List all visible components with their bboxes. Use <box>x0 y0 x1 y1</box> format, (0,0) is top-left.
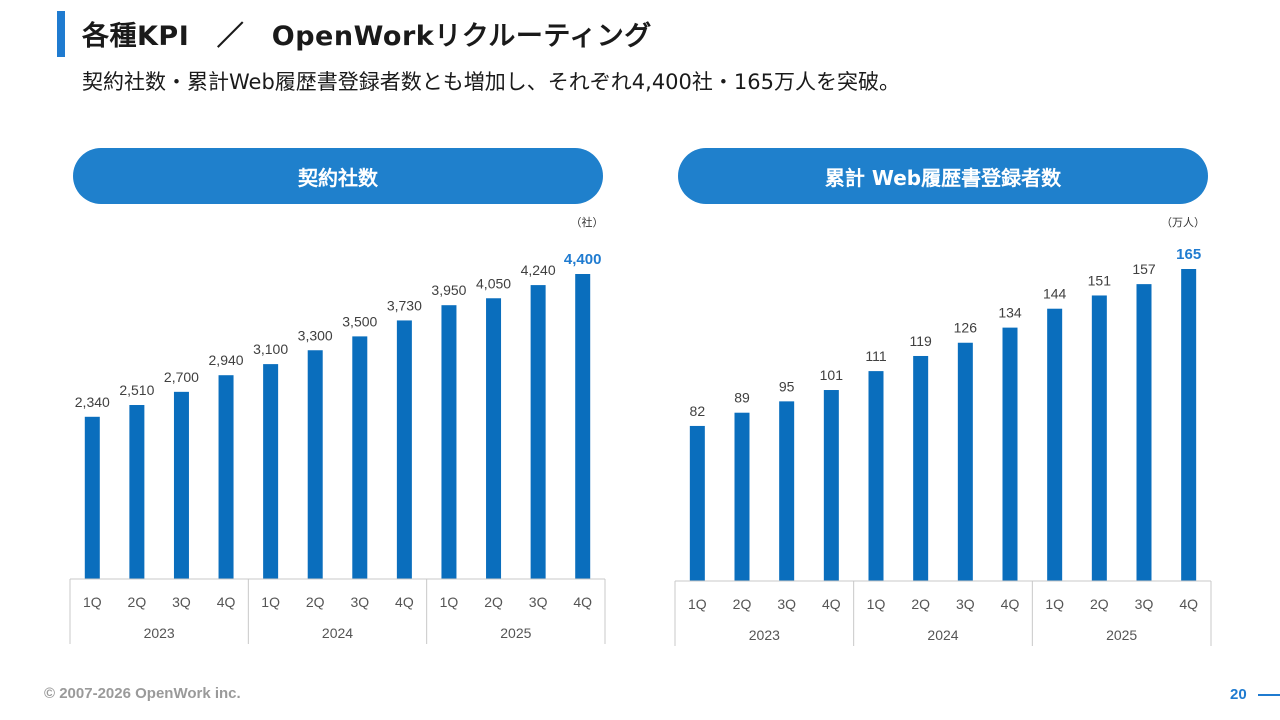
quarter-label-registrants-12: 4Q <box>1179 596 1198 612</box>
quarter-label-registrants-11: 3Q <box>1135 596 1154 612</box>
bar-contracts-9 <box>441 305 457 579</box>
quarter-label-contracts-10: 2Q <box>484 594 503 610</box>
data-label-contracts-8: 3,730 <box>387 297 422 313</box>
bar-contracts-12 <box>575 274 591 579</box>
quarter-label-contracts-2: 2Q <box>128 594 147 610</box>
quarter-label-contracts-8: 4Q <box>395 594 414 610</box>
data-label-registrants-1: 82 <box>690 403 706 419</box>
quarter-label-registrants-9: 1Q <box>1045 596 1064 612</box>
bar-registrants-9 <box>1047 308 1063 581</box>
data-label-registrants-3: 95 <box>779 378 795 394</box>
bar-contracts-6 <box>307 350 323 579</box>
quarter-label-contracts-11: 3Q <box>529 594 548 610</box>
data-label-registrants-4: 101 <box>820 367 844 383</box>
title-accent-bar <box>57 11 65 57</box>
year-label-contracts-2025: 2025 <box>500 625 531 641</box>
quarter-label-registrants-3: 3Q <box>777 596 796 612</box>
data-label-registrants-12: 165 <box>1176 246 1201 263</box>
data-label-contracts-6: 3,300 <box>298 327 333 343</box>
bar-contracts-7 <box>352 336 368 579</box>
data-label-contracts-3: 2,700 <box>164 369 199 385</box>
data-label-registrants-8: 134 <box>998 305 1022 321</box>
data-label-contracts-5: 3,100 <box>253 341 288 357</box>
bar-contracts-10 <box>486 298 502 579</box>
quarter-label-registrants-5: 1Q <box>867 596 886 612</box>
bar-registrants-10 <box>1091 295 1107 581</box>
data-label-contracts-11: 4,240 <box>521 262 556 278</box>
year-label-contracts-2024: 2024 <box>322 625 353 641</box>
bar-registrants-7 <box>957 342 973 581</box>
data-label-registrants-5: 111 <box>865 348 886 364</box>
bar-contracts-8 <box>396 320 412 579</box>
bar-contracts-3 <box>173 391 189 579</box>
bar-registrants-5 <box>868 371 884 581</box>
bar-contracts-1 <box>84 416 100 579</box>
data-label-registrants-7: 126 <box>954 320 978 336</box>
quarter-label-registrants-8: 4Q <box>1001 596 1020 612</box>
bar-registrants-3 <box>779 401 795 581</box>
chart-header-registrants: 累計 Web履歴書登録者数 <box>678 148 1208 204</box>
bar-registrants-1 <box>689 425 705 581</box>
data-label-contracts-9: 3,950 <box>431 282 466 298</box>
quarter-label-contracts-3: 3Q <box>172 594 191 610</box>
bar-contracts-5 <box>263 364 279 579</box>
quarter-label-contracts-9: 1Q <box>440 594 459 610</box>
bar-registrants-11 <box>1136 284 1152 581</box>
data-label-registrants-6: 119 <box>910 333 933 349</box>
quarter-label-contracts-6: 2Q <box>306 594 325 610</box>
bar-contracts-11 <box>530 285 546 579</box>
unit-label-contracts: （社） <box>571 215 604 229</box>
bar-registrants-4 <box>823 390 839 581</box>
bar-registrants-12 <box>1181 269 1197 581</box>
data-label-contracts-7: 3,500 <box>342 313 377 329</box>
year-label-registrants-2023: 2023 <box>749 627 780 643</box>
quarter-label-contracts-12: 4Q <box>573 594 592 610</box>
year-label-contracts-2023: 2023 <box>144 625 175 641</box>
data-label-registrants-9: 144 <box>1043 286 1067 302</box>
quarter-label-registrants-2: 2Q <box>733 596 752 612</box>
quarter-label-registrants-1: 1Q <box>688 596 707 612</box>
page-number: 20 <box>1230 686 1247 703</box>
bar-registrants-6 <box>913 355 929 581</box>
quarter-label-contracts-4: 4Q <box>217 594 236 610</box>
bar-contracts-4 <box>218 375 234 579</box>
year-label-registrants-2024: 2024 <box>927 627 958 643</box>
data-label-contracts-2: 2,510 <box>119 382 154 398</box>
data-label-contracts-4: 2,940 <box>209 352 244 368</box>
data-label-registrants-2: 89 <box>734 390 750 406</box>
quarter-label-registrants-4: 4Q <box>822 596 841 612</box>
data-label-contracts-12: 4,400 <box>564 251 602 268</box>
bar-registrants-2 <box>734 412 750 581</box>
bar-registrants-8 <box>1002 327 1018 581</box>
bar-contracts-2 <box>129 405 145 579</box>
year-label-registrants-2025: 2025 <box>1106 627 1137 643</box>
quarter-label-registrants-7: 3Q <box>956 596 975 612</box>
data-label-registrants-10: 151 <box>1088 272 1112 288</box>
data-label-contracts-10: 4,050 <box>476 275 511 291</box>
page-title: 各種KPI ／ OpenWorkリクルーティング <box>82 21 652 52</box>
copyright-text: © 2007-2026 OpenWork inc. <box>44 685 241 702</box>
quarter-label-contracts-5: 1Q <box>261 594 280 610</box>
quarter-label-registrants-10: 2Q <box>1090 596 1109 612</box>
quarter-label-registrants-6: 2Q <box>911 596 930 612</box>
data-label-contracts-1: 2,340 <box>75 394 110 410</box>
page-subtitle: 契約社数・累計Web履歴書登録者数とも増加し、それぞれ4,400社・165万人を… <box>82 70 900 94</box>
chart-header-contracts: 契約社数 <box>73 148 603 204</box>
page-number-rule <box>1258 694 1280 696</box>
quarter-label-contracts-7: 3Q <box>350 594 369 610</box>
quarter-label-contracts-1: 1Q <box>83 594 102 610</box>
unit-label-registrants: （万人） <box>1161 216 1205 229</box>
data-label-registrants-11: 157 <box>1132 261 1156 277</box>
